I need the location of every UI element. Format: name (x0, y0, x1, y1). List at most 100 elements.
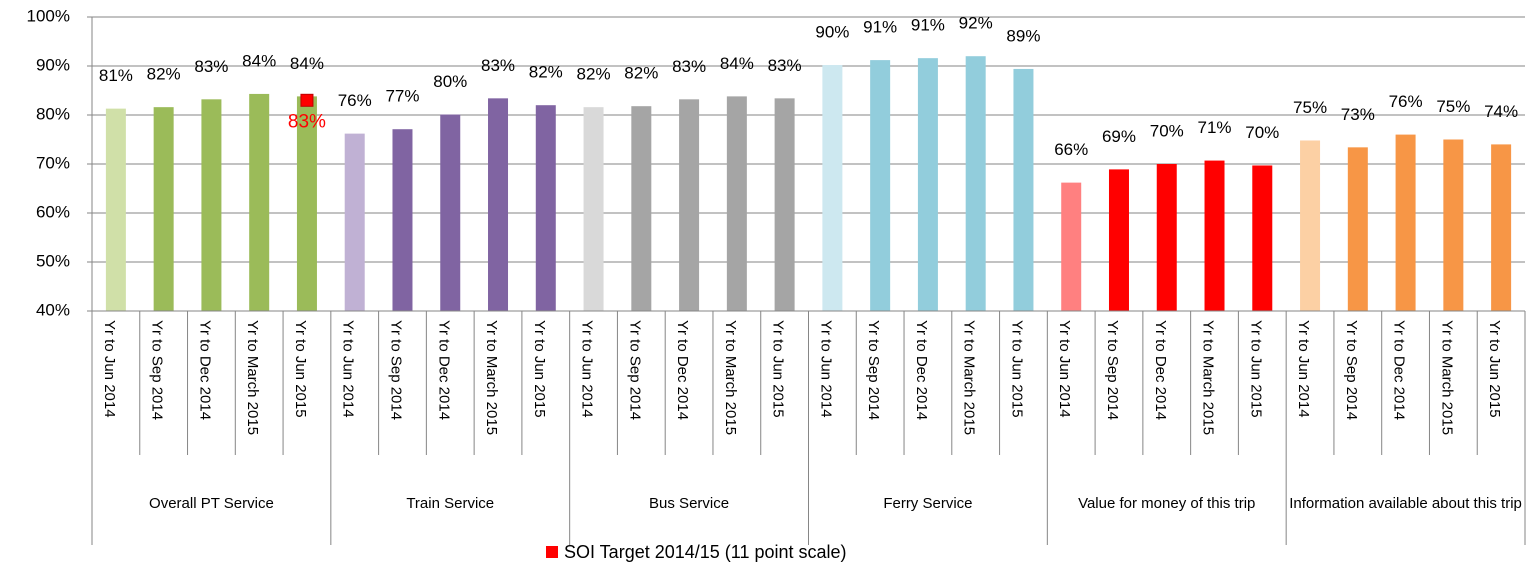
bar (105, 108, 126, 311)
value-label: 76% (338, 91, 372, 110)
group-label: Ferry Service (883, 495, 973, 512)
x-tick-label: Yr to March 2015 (483, 320, 500, 435)
group-label-box: Train Service (406, 495, 495, 512)
group-label: Train Service (406, 495, 495, 512)
x-tick-label: Yr to Jun 2014 (101, 320, 118, 418)
value-label: 91% (863, 18, 897, 37)
x-tick-label: Yr to Sep 2014 (865, 320, 882, 420)
x-tick-label: Yr to Sep 2014 (1343, 320, 1360, 420)
legend-swatch (546, 546, 558, 558)
bar (1443, 139, 1464, 311)
value-label: 82% (624, 64, 658, 83)
legend-label: SOI Target 2014/15 (11 point scale) (564, 542, 847, 562)
x-tick-label: Yr to Jun 2014 (1295, 320, 1312, 418)
value-label: 83% (672, 57, 706, 76)
value-label: 69% (1102, 127, 1136, 146)
value-label: 66% (1054, 140, 1088, 159)
value-label: 89% (1006, 26, 1040, 45)
value-label: 74% (1484, 102, 1518, 121)
value-label: 82% (147, 65, 181, 84)
x-tick-label: Yr to March 2015 (244, 320, 261, 435)
bar (965, 56, 986, 312)
group-label: Overall PT Service (149, 495, 274, 512)
x-tick-label: Yr to March 2015 (1200, 320, 1217, 435)
x-tick-label: Yr to Jun 2015 (1008, 320, 1025, 418)
x-tick-label: Yr to March 2015 (722, 320, 739, 435)
group-label-box: Bus Service (649, 495, 730, 512)
bar (1491, 144, 1512, 311)
value-label: 70% (1245, 123, 1279, 142)
bar (153, 107, 174, 311)
value-label: 84% (720, 54, 754, 73)
group-label-box: Value for money of this trip (1078, 495, 1256, 512)
bar (1013, 68, 1034, 311)
y-tick-label: 40% (36, 300, 70, 319)
x-tick-label: Yr to Jun 2015 (1247, 320, 1264, 418)
group-label: Bus Service (649, 495, 730, 512)
bar (1061, 182, 1082, 311)
y-tick-label: 100% (27, 6, 70, 25)
value-label: 84% (242, 51, 276, 70)
value-label: 73% (1341, 105, 1375, 124)
bar (1156, 164, 1177, 311)
bar (774, 98, 795, 311)
value-label: 84% (290, 54, 324, 73)
bar (631, 106, 652, 312)
bar (344, 133, 365, 311)
bar (1300, 140, 1321, 311)
value-label: 70% (1150, 121, 1184, 140)
y-tick-label: 70% (36, 153, 70, 172)
x-tick-label: Yr to Sep 2014 (626, 320, 643, 420)
bar (296, 96, 317, 311)
x-tick-label: Yr to Dec 2014 (1152, 320, 1169, 420)
group-label-box: Overall PT Service (149, 495, 274, 512)
value-label: 71% (1198, 118, 1232, 137)
value-label: 83% (481, 56, 515, 75)
value-label: 92% (959, 14, 993, 33)
bar (583, 107, 604, 311)
bar (1204, 160, 1225, 311)
x-tick-label: Yr to Dec 2014 (435, 320, 452, 420)
x-tick-label: Yr to Jun 2014 (579, 320, 596, 418)
x-tick-label: Yr to Sep 2014 (388, 320, 405, 420)
y-tick-label: 50% (36, 251, 70, 270)
x-tick-label: Yr to Jun 2014 (817, 320, 834, 418)
x-tick-label: Yr to March 2015 (1438, 320, 1455, 435)
value-label: 80% (433, 72, 467, 91)
value-label: 81% (99, 66, 133, 85)
y-tick-label: 80% (36, 104, 70, 123)
x-tick-label: Yr to Jun 2015 (1486, 320, 1503, 418)
group-label-box: Ferry Service (883, 495, 973, 512)
bar (679, 99, 700, 311)
value-label: 91% (911, 16, 945, 35)
group-label: Information available about this trip (1289, 495, 1522, 512)
value-label: 76% (1389, 92, 1423, 111)
bar (392, 129, 413, 311)
bar (535, 105, 556, 311)
bar (917, 58, 938, 311)
value-label: 83% (768, 56, 802, 75)
bar (726, 96, 747, 311)
y-tick-label: 90% (36, 55, 70, 74)
bar (440, 114, 461, 311)
x-tick-label: Yr to Dec 2014 (196, 320, 213, 420)
x-tick-label: Yr to Jun 2015 (531, 320, 548, 418)
y-tick-label: 60% (36, 202, 70, 221)
x-tick-label: Yr to Jun 2014 (1056, 320, 1073, 418)
value-label: 75% (1436, 97, 1470, 116)
value-label: 82% (577, 65, 611, 84)
target-marker (300, 93, 314, 107)
value-label: 77% (385, 87, 419, 106)
bar (249, 93, 270, 312)
x-tick-label: Yr to Sep 2014 (149, 320, 166, 420)
x-tick-label: Yr to Sep 2014 (1104, 320, 1121, 420)
target-label: 83% (288, 111, 326, 132)
x-tick-label: Yr to Jun 2015 (292, 320, 309, 418)
value-label: 83% (194, 57, 228, 76)
bar (1347, 147, 1368, 311)
x-tick-label: Yr to Jun 2014 (340, 320, 357, 418)
bar (1252, 165, 1273, 311)
group-label: Value for money of this trip (1078, 495, 1256, 512)
bar (201, 99, 222, 311)
